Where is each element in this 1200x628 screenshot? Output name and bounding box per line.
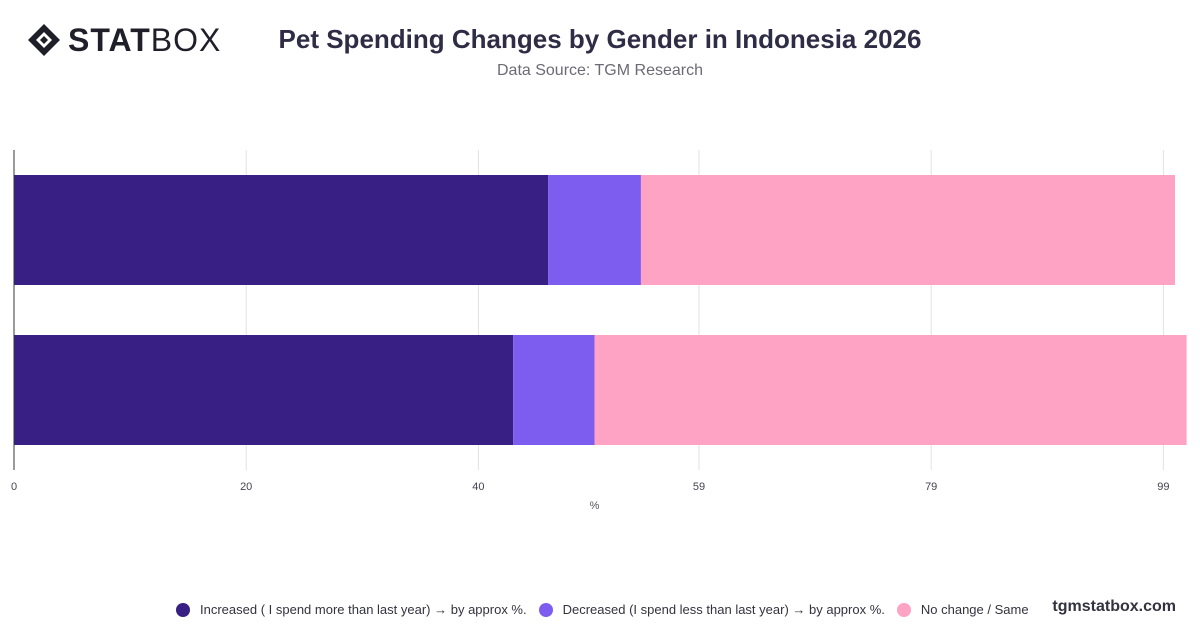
legend-item[interactable]: No change / Same xyxy=(896,602,1029,617)
diamond-logo-icon xyxy=(28,24,60,56)
bar-segment xyxy=(548,175,641,285)
legend-label: No change / Same xyxy=(920,602,1029,617)
bar-segment xyxy=(14,335,514,445)
chart-legend: Increased ( I spend more than last year)… xyxy=(176,602,1041,617)
x-tick-label: 0 xyxy=(11,481,17,493)
legend-label: Increased ( I spend more than last year)… xyxy=(200,602,527,617)
x-tick-label: 99 xyxy=(1157,481,1169,493)
statbox-logo: STATBOX xyxy=(26,22,221,58)
logo-wordmark: STATBOX xyxy=(68,22,221,58)
x-tick-label: 40 xyxy=(472,481,484,493)
x-tick-label: 59 xyxy=(693,481,705,493)
chart-title: Pet Spending Changes by Gender in Indone… xyxy=(278,24,922,54)
x-tick-label: 20 xyxy=(240,481,252,493)
x-axis-label: % xyxy=(590,500,600,512)
legend-label: Decreased (I spend less than last year) … xyxy=(562,602,885,617)
x-tick-label: 79 xyxy=(925,481,937,493)
chart-subtitle: Data Source: TGM Research xyxy=(496,62,703,79)
legend-item[interactable]: Decreased (I spend less than last year) … xyxy=(538,602,885,617)
legend-swatch xyxy=(896,602,911,617)
logo-text-light: BOX xyxy=(150,22,222,58)
bar-segment xyxy=(513,335,595,445)
bar-segment xyxy=(14,175,549,285)
watermark: tgmstatbox.com xyxy=(1052,598,1176,615)
legend-swatch xyxy=(176,602,190,617)
bar-segment xyxy=(640,175,1175,285)
legend-swatch xyxy=(538,602,553,617)
legend-item[interactable]: Increased ( I spend more than last year)… xyxy=(176,602,527,617)
logo-text-bold: STAT xyxy=(68,22,151,58)
bar-segment xyxy=(594,335,1187,445)
